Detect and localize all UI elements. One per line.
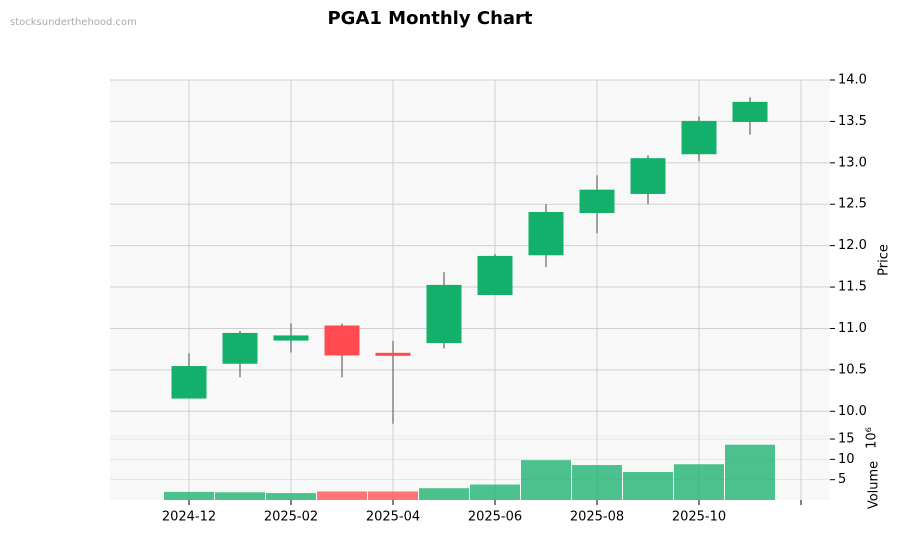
candle-body — [732, 101, 768, 122]
y-tick-label: 13.5 — [838, 114, 867, 129]
volume-tick-label: 15 — [838, 432, 855, 447]
y-tick-label: 13.0 — [838, 155, 867, 170]
x-tick-label: 2024-12 — [162, 510, 216, 525]
y-tick-label: 10.0 — [838, 404, 867, 419]
candle-body — [324, 325, 360, 356]
volume-bar — [521, 460, 571, 500]
watermark: stocksunderthehood.com — [10, 17, 137, 28]
volume-bar — [368, 491, 418, 500]
candle-body — [579, 189, 615, 214]
volume-bar — [470, 484, 520, 500]
volume-bar — [266, 493, 316, 500]
volume-bar — [623, 471, 673, 500]
volume-bar — [419, 488, 469, 500]
y-tick-label: 12.5 — [838, 197, 867, 212]
x-tick-label: 2025-06 — [468, 510, 522, 525]
candle-body — [528, 212, 564, 256]
y-tick-label: 10.5 — [838, 362, 867, 377]
candle-body — [375, 352, 411, 356]
volume-bar — [725, 444, 775, 500]
volume-axis-label: Volume — [867, 461, 882, 509]
candle-body — [477, 255, 513, 296]
volume-tick-label: 10 — [838, 452, 855, 467]
candle-body — [681, 120, 717, 155]
candle-body — [426, 284, 462, 344]
candle-body — [171, 366, 207, 399]
volume-multiplier: 10⁶ — [865, 427, 880, 449]
volume-tick-label: 5 — [838, 472, 846, 487]
volume-bar — [215, 492, 265, 500]
candle-body — [222, 332, 258, 364]
candle-body — [630, 158, 666, 194]
volume-bar — [164, 491, 214, 500]
x-tick-label: 2025-04 — [366, 510, 420, 525]
volume-bar — [572, 465, 622, 500]
y-tick-label: 11.0 — [838, 321, 867, 336]
x-tick-label: 2025-10 — [672, 510, 726, 525]
candle-body — [273, 335, 309, 341]
y-tick-label: 11.5 — [838, 280, 867, 295]
x-tick-label: 2025-08 — [570, 510, 624, 525]
y-tick-label: 12.0 — [838, 238, 867, 253]
x-tick-label: 2025-02 — [264, 510, 318, 525]
plot-area — [110, 80, 830, 500]
volume-bar — [674, 464, 724, 500]
chart-title: PGA1 Monthly Chart — [327, 8, 532, 29]
y-axis-label: Price — [877, 244, 892, 276]
volume-bar — [317, 491, 367, 500]
y-tick-label: 14.0 — [838, 73, 867, 88]
